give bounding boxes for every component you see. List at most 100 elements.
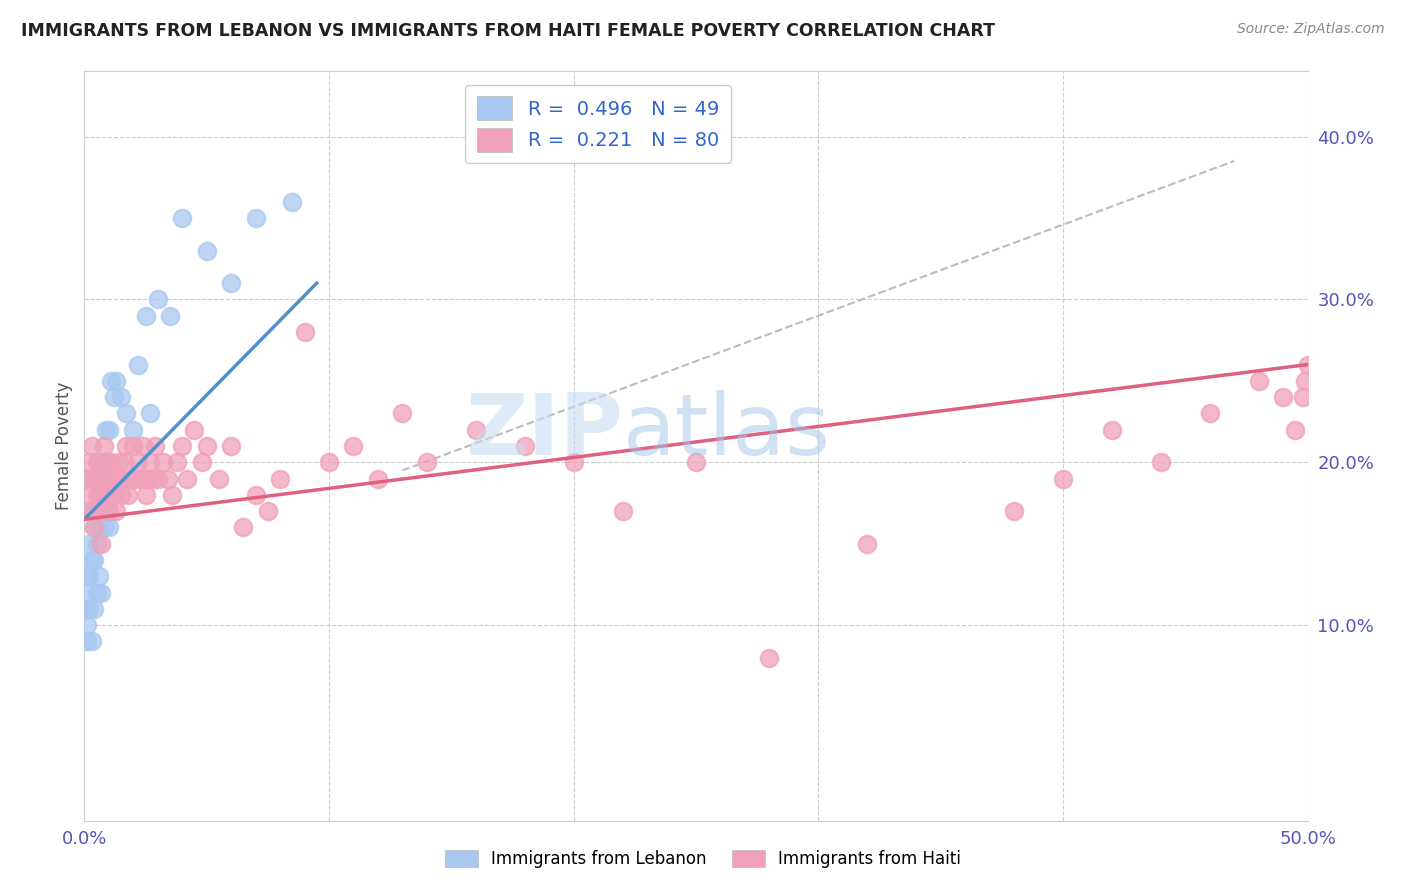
- Point: [135, 309, 157, 323]
- Point: [208, 472, 231, 486]
- Point: [172, 439, 194, 453]
- Point: [136, 472, 159, 486]
- Text: ZIP: ZIP: [465, 390, 623, 473]
- Point: [245, 488, 267, 502]
- Point: [76, 472, 98, 486]
- Point: [93, 455, 115, 469]
- Point: [87, 569, 110, 583]
- Point: [76, 569, 98, 583]
- Point: [97, 423, 120, 437]
- Point: [166, 455, 188, 469]
- Point: [1101, 423, 1123, 437]
- Point: [87, 488, 110, 502]
- Point: [122, 423, 145, 437]
- Point: [77, 504, 100, 518]
- Point: [416, 455, 439, 469]
- Point: [129, 472, 152, 486]
- Point: [159, 309, 181, 323]
- Point: [562, 455, 585, 469]
- Point: [146, 472, 169, 486]
- Point: [90, 585, 112, 599]
- Point: [1002, 504, 1025, 518]
- Point: [93, 472, 115, 486]
- Point: [97, 472, 120, 486]
- Point: [245, 211, 267, 225]
- Point: [1292, 390, 1315, 404]
- Point: [176, 472, 198, 486]
- Point: [1284, 423, 1306, 437]
- Point: [152, 455, 174, 469]
- Point: [1272, 390, 1295, 404]
- Point: [76, 585, 98, 599]
- Point: [80, 634, 103, 648]
- Point: [76, 634, 98, 648]
- Point: [87, 472, 110, 486]
- Point: [80, 504, 103, 518]
- Point: [1296, 358, 1319, 372]
- Point: [110, 472, 132, 486]
- Point: [122, 439, 145, 453]
- Point: [77, 602, 100, 616]
- Point: [219, 276, 242, 290]
- Point: [1247, 374, 1270, 388]
- Point: [367, 472, 389, 486]
- Point: [269, 472, 291, 486]
- Point: [1198, 406, 1220, 420]
- Point: [83, 472, 105, 486]
- Point: [96, 455, 118, 469]
- Point: [191, 455, 214, 469]
- Point: [87, 504, 110, 518]
- Point: [76, 618, 98, 632]
- Point: [103, 488, 125, 502]
- Point: [100, 455, 122, 469]
- Text: IMMIGRANTS FROM LEBANON VS IMMIGRANTS FROM HAITI FEMALE POVERTY CORRELATION CHAR: IMMIGRANTS FROM LEBANON VS IMMIGRANTS FR…: [21, 22, 995, 40]
- Point: [1052, 472, 1074, 486]
- Point: [83, 602, 105, 616]
- Point: [139, 406, 162, 420]
- Point: [685, 455, 707, 469]
- Point: [77, 537, 100, 551]
- Point: [232, 520, 254, 534]
- Point: [83, 472, 105, 486]
- Point: [132, 439, 155, 453]
- Point: [127, 358, 149, 372]
- Point: [195, 439, 218, 453]
- Point: [96, 488, 118, 502]
- Point: [110, 488, 132, 502]
- Point: [172, 211, 194, 225]
- Point: [87, 520, 110, 534]
- Text: Source: ZipAtlas.com: Source: ZipAtlas.com: [1237, 22, 1385, 37]
- Point: [80, 504, 103, 518]
- Point: [139, 455, 162, 469]
- Point: [127, 455, 149, 469]
- Point: [110, 390, 132, 404]
- Legend: R =  0.496   N = 49, R =  0.221   N = 80: R = 0.496 N = 49, R = 0.221 N = 80: [465, 85, 731, 163]
- Point: [117, 488, 139, 502]
- Point: [77, 569, 100, 583]
- Point: [856, 537, 879, 551]
- Point: [90, 488, 112, 502]
- Point: [83, 553, 105, 567]
- Point: [294, 325, 316, 339]
- Point: [97, 504, 120, 518]
- Point: [80, 472, 103, 486]
- Point: [142, 472, 165, 486]
- Legend: Immigrants from Lebanon, Immigrants from Haiti: Immigrants from Lebanon, Immigrants from…: [439, 843, 967, 875]
- Point: [96, 423, 118, 437]
- Point: [120, 472, 142, 486]
- Point: [342, 439, 364, 453]
- Point: [125, 472, 148, 486]
- Point: [90, 537, 112, 551]
- Point: [156, 472, 179, 486]
- Point: [1150, 455, 1173, 469]
- Point: [93, 520, 115, 534]
- Point: [100, 374, 122, 388]
- Point: [86, 488, 108, 502]
- Point: [86, 472, 108, 486]
- Point: [93, 439, 115, 453]
- Point: [112, 455, 135, 469]
- Point: [195, 244, 218, 258]
- Point: [1294, 374, 1316, 388]
- Point: [77, 488, 100, 502]
- Point: [80, 439, 103, 453]
